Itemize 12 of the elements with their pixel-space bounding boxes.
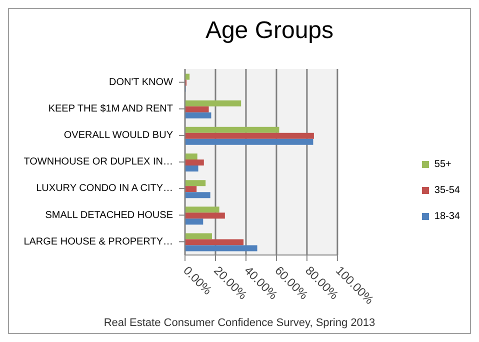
y-tick-label: LARGE HOUSE & PROPERTY… (24, 236, 173, 248)
y-tick-label: SMALL DETACHED HOUSE (45, 210, 174, 221)
y-tick-label: OVERALL WOULD BUY (64, 130, 174, 142)
y-tick-label: DON'T KNOW (109, 76, 174, 88)
legend-label: 35-54 (433, 184, 460, 198)
y-tick-label: LUXURY CONDO IN A CITY… (36, 183, 173, 194)
text: Real Estate Consumer Confidence Survey, Spring 2013 (102, 317, 376, 329)
chart-title: Age Groups (204, 17, 335, 46)
y-tick-label: KEEP THE $1M AND RENT (48, 104, 173, 114)
legend-label: 18-34 (433, 210, 460, 224)
y-tick-label: TOWNHOUSE OR DUPLEX IN… (24, 156, 173, 168)
legend-label: 55+ (433, 158, 452, 172)
